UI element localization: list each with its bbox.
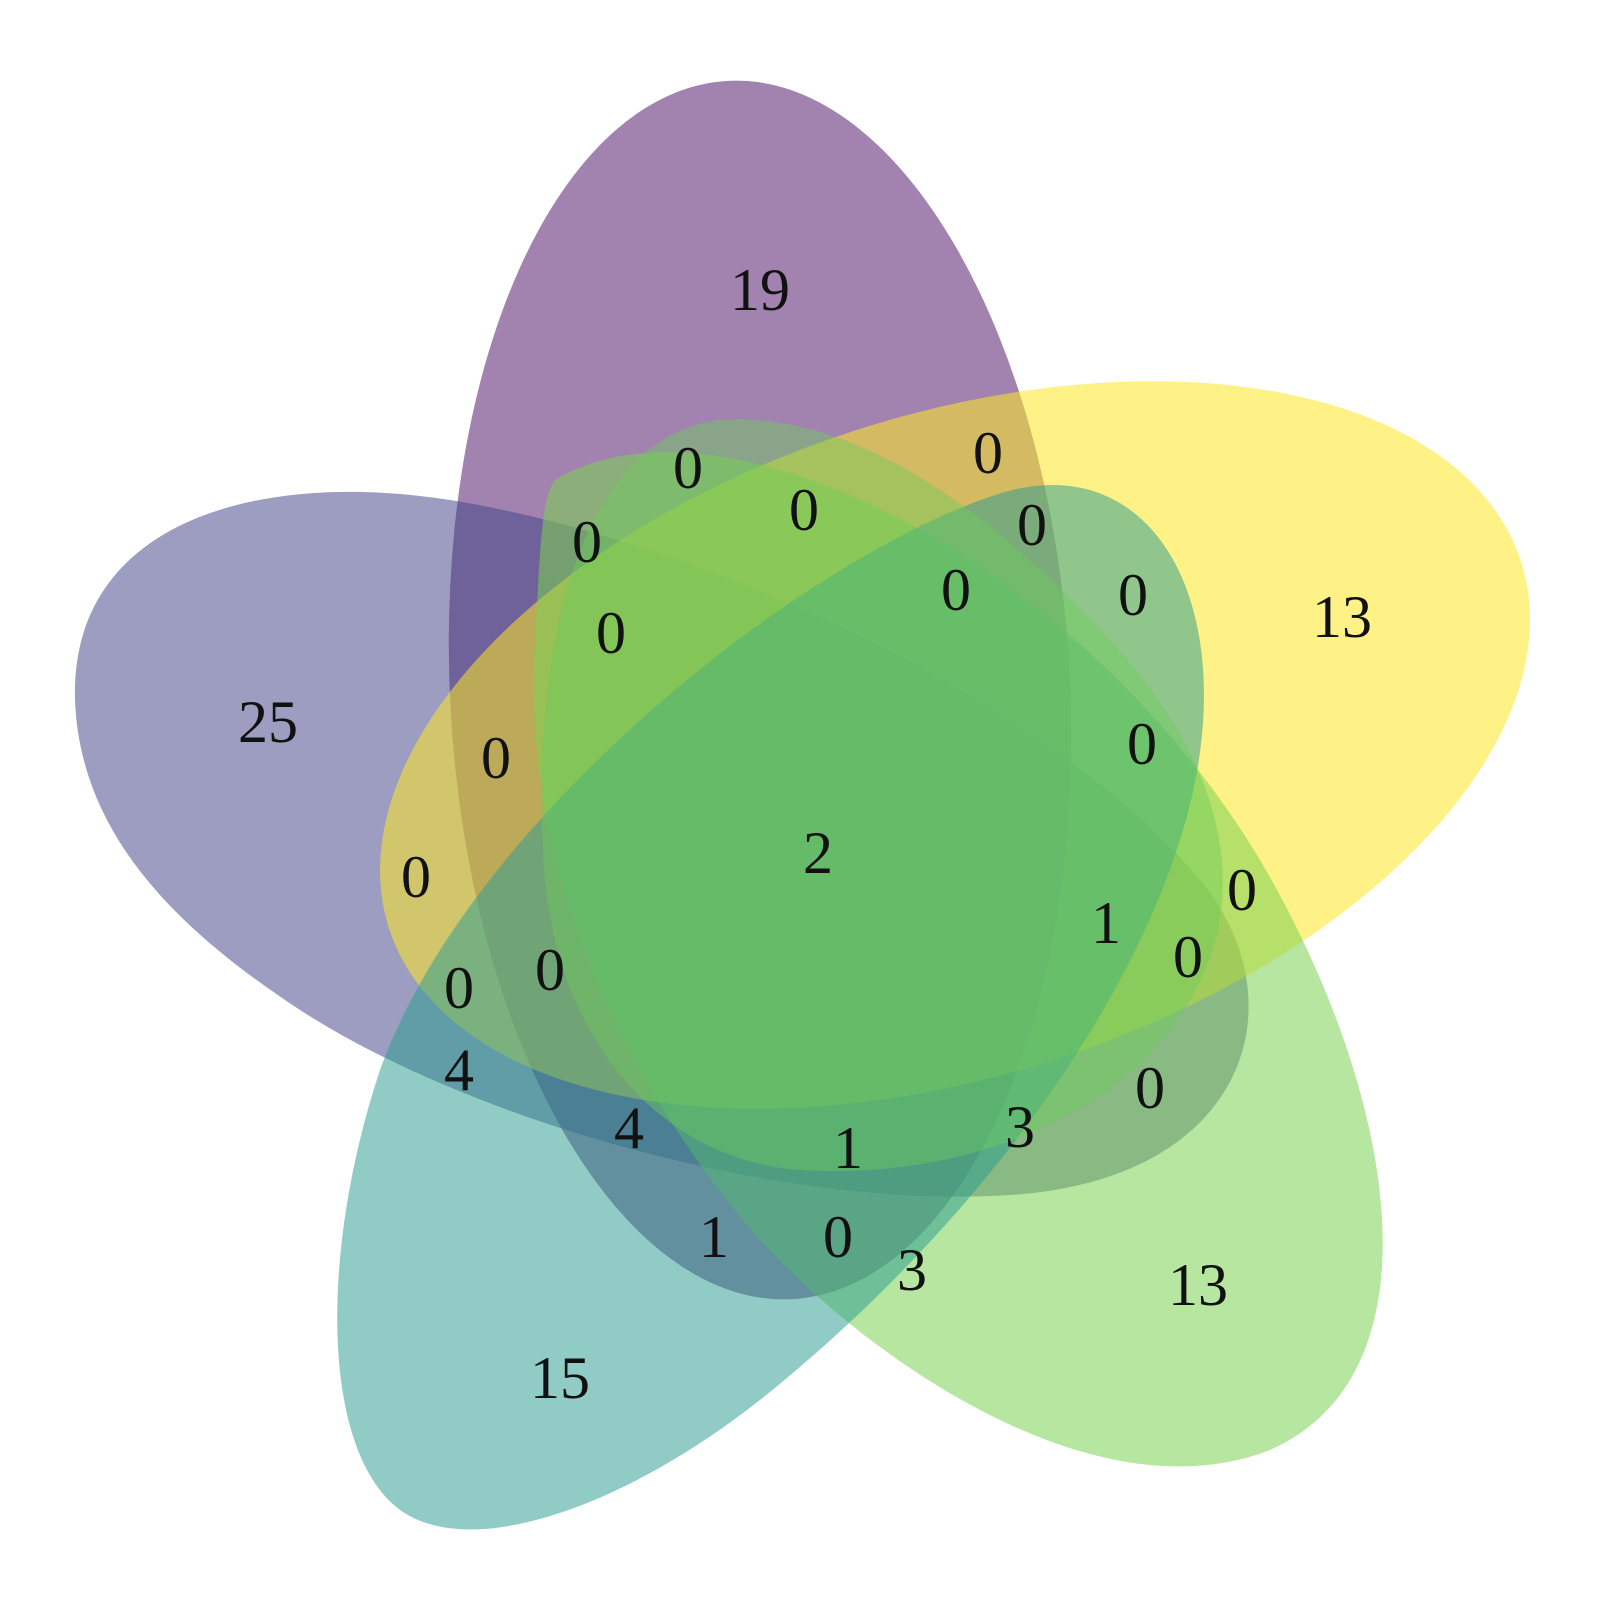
count-region: 0 — [789, 477, 819, 543]
count-region: 0 — [1017, 492, 1047, 558]
count-region: 0 — [823, 1204, 853, 1270]
count-slate-only: 25 — [238, 689, 298, 755]
count-region: 1 — [699, 1204, 729, 1270]
set-shapes — [74, 80, 1530, 1530]
set-shape-teal — [337, 485, 1204, 1530]
count-region: 0 — [596, 600, 626, 666]
count-region: 0 — [535, 937, 565, 1003]
count-region: 0 — [444, 955, 474, 1021]
count-region: 0 — [1173, 924, 1203, 990]
count-region: 0 — [481, 725, 511, 791]
count-teal-only: 15 — [530, 1345, 590, 1411]
count-region: 0 — [973, 420, 1003, 486]
count-region: 0 — [1135, 1055, 1165, 1121]
count-region: 0 — [673, 435, 703, 501]
count-yellow-only: 13 — [1312, 584, 1372, 650]
count-region: 0 — [941, 557, 971, 623]
count-region: 0 — [1227, 857, 1257, 923]
count-purple-only: 19 — [730, 257, 790, 323]
count-region: 0 — [1127, 711, 1157, 777]
count-region: 0 — [1118, 562, 1148, 628]
count-region: 1 — [833, 1115, 863, 1181]
count-region: 0 — [401, 844, 431, 910]
count-all-center: 2 — [803, 820, 833, 886]
region-counts: 19 13 13 15 25 2 0 0 0 0 0 0 0 0 0 0 0 1… — [238, 257, 1372, 1411]
count-region: 4 — [614, 1095, 644, 1161]
count-region: 3 — [897, 1237, 927, 1303]
count-green-only: 13 — [1168, 1252, 1228, 1318]
count-region: 3 — [1005, 1094, 1035, 1160]
count-region: 1 — [1091, 890, 1121, 956]
count-region: 0 — [572, 509, 602, 575]
count-region: 4 — [444, 1037, 474, 1103]
set-shape-sage — [541, 419, 1223, 1172]
